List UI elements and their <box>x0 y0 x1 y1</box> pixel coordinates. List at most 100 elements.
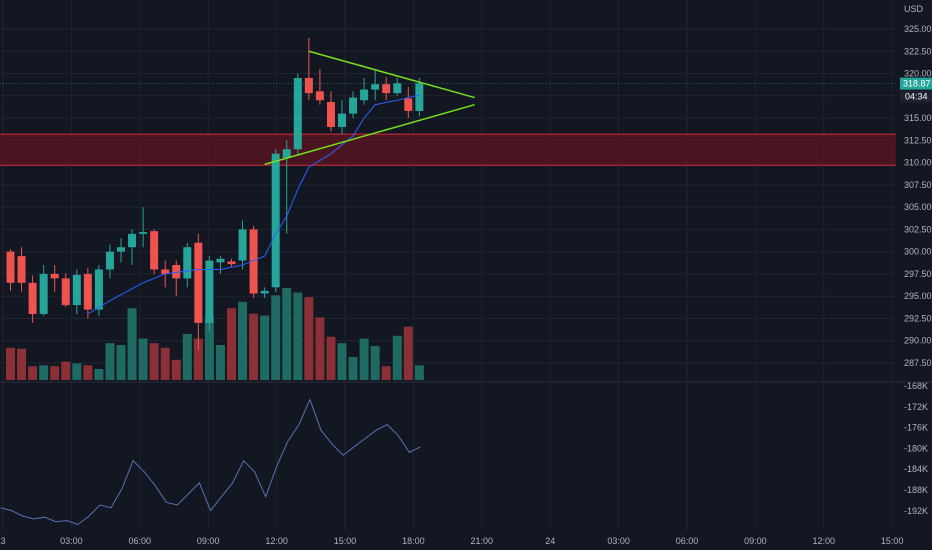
volume-bar <box>116 345 126 380</box>
resistance-zone <box>0 133 896 166</box>
triangle-pattern[interactable] <box>264 50 475 166</box>
moving-average-line <box>87 94 420 315</box>
candle-body <box>282 149 291 159</box>
candle-body <box>72 274 81 306</box>
time-tick-label: 15:00 <box>881 536 904 546</box>
candle-body <box>249 229 258 294</box>
volume-bar <box>6 347 15 380</box>
time-tick-label: 06:00 <box>676 536 699 546</box>
volume-bar <box>50 366 60 380</box>
volume-bar <box>238 301 248 380</box>
candle-body <box>371 84 380 90</box>
candle-body <box>304 77 313 94</box>
candle-body <box>17 256 26 283</box>
volume-bar <box>381 366 391 380</box>
volume-bar <box>171 359 181 380</box>
candle-body <box>83 273 92 310</box>
candle-body <box>183 247 192 279</box>
indicator-axis: -168K -172K -176K -180K -184K -188K -192K <box>904 381 928 516</box>
candle-body <box>94 269 103 310</box>
candle-body <box>238 229 247 261</box>
price-tick-label: 312.50 <box>904 135 932 145</box>
candle-body <box>293 77 302 150</box>
time-tick-label: 06:00 <box>129 536 152 546</box>
candle-body <box>194 242 203 323</box>
volume-bar <box>326 336 336 380</box>
volume-bar <box>160 347 170 380</box>
indicator-tick-label: -192K <box>904 506 928 516</box>
volume-bar <box>304 297 314 380</box>
volume-bar <box>83 365 93 380</box>
price-tick-label: 322.50 <box>904 46 932 56</box>
price-tick-label: 307.50 <box>904 180 932 190</box>
price-tick-label: 302.50 <box>904 224 932 234</box>
candle-body <box>50 273 59 279</box>
time-tick-label: 12:00 <box>813 536 836 546</box>
volume-bar <box>182 334 192 380</box>
price-tick-label: 300.00 <box>904 247 932 257</box>
volume-bar <box>138 338 148 380</box>
volume-bar <box>28 366 38 380</box>
volume-bar <box>149 343 159 380</box>
volume-bars <box>6 288 424 380</box>
candle-body <box>172 265 181 279</box>
price-tick-label: 287.50 <box>904 358 932 368</box>
candle-body <box>61 278 70 306</box>
countdown-tag: 04:34 <box>905 92 928 102</box>
indicator-tick-label: -184K <box>904 464 928 474</box>
candle-body <box>271 153 280 288</box>
candle-body <box>216 258 225 263</box>
time-tick-label: 15:00 <box>334 536 357 546</box>
candle-body <box>205 260 214 323</box>
candle-body <box>382 84 391 94</box>
price-tick-label: 292.50 <box>904 313 932 323</box>
currency-label: USD <box>904 4 924 14</box>
volume-bar <box>227 308 236 380</box>
candle-body <box>326 102 335 127</box>
volume-bar <box>392 335 402 380</box>
volume-bar <box>293 292 303 380</box>
volume-bar <box>105 343 115 380</box>
volume-bar <box>94 368 104 380</box>
volume-bar <box>204 317 214 380</box>
volume-bar <box>61 361 71 380</box>
candle-body <box>105 251 114 270</box>
time-tick-label: 24 <box>545 536 555 546</box>
grid <box>0 0 896 530</box>
volume-bar <box>271 295 281 380</box>
indicator-tick-label: -172K <box>904 402 928 412</box>
volume-bar <box>359 338 369 380</box>
time-axis[interactable]: 3 03:00 06:00 09:00 12:00 15:00 18:00 21:00 24 03… <box>0 536 903 546</box>
time-tick-label: 03:00 <box>60 536 83 546</box>
candle-body <box>28 282 37 315</box>
countdown-tag-bg <box>900 90 932 103</box>
time-tick-label: 09:00 <box>197 536 220 546</box>
candle-body <box>415 83 424 111</box>
candle-body <box>404 98 413 111</box>
price-tick-label: 295.00 <box>904 291 932 301</box>
candle-body <box>227 261 236 265</box>
volume-bar <box>215 345 225 380</box>
time-tick-label: 09:00 <box>744 536 767 546</box>
volume-bar <box>337 343 347 380</box>
indicator-tick-label: -176K <box>904 423 928 433</box>
price-axis[interactable]: USD325.00322.50320.00317.50315.00312.503… <box>904 4 932 368</box>
candle-body <box>39 273 48 315</box>
volume-bar <box>39 365 49 380</box>
volume-bar <box>315 317 325 380</box>
volume-bar <box>260 315 270 380</box>
candlesticks[interactable] <box>6 37 424 350</box>
moving-average <box>87 94 420 315</box>
candle-body <box>349 97 358 114</box>
candle-body <box>128 233 137 248</box>
time-tick-label: 03:00 <box>607 536 630 546</box>
indicator-tick-label: -180K <box>904 443 928 453</box>
price-tick-label: 315.00 <box>904 113 932 123</box>
candle-body <box>117 247 125 252</box>
zone-fill <box>0 134 896 166</box>
candle-body <box>161 269 170 274</box>
time-tick-label: 18:00 <box>402 536 425 546</box>
time-tick-label: 12:00 <box>265 536 288 546</box>
price-tick-label: 305.00 <box>904 202 932 212</box>
